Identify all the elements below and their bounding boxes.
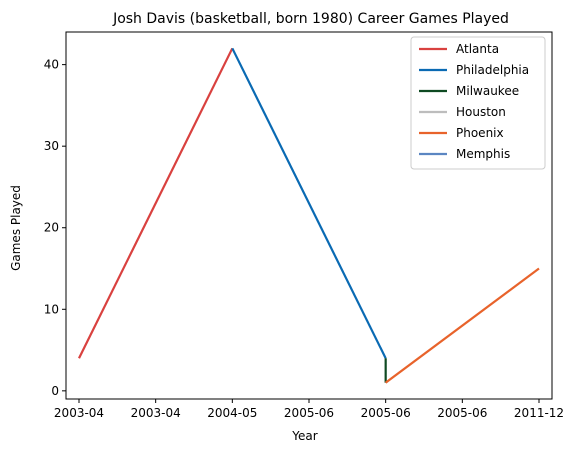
legend-label: Milwaukee bbox=[456, 84, 519, 98]
x-tick-label: 2005-06 bbox=[437, 406, 487, 420]
x-tick-label: 2003-04 bbox=[54, 406, 104, 420]
y-tick-label: 30 bbox=[44, 139, 59, 153]
x-tick-label: 2005-06 bbox=[284, 406, 334, 420]
x-axis-label: Year bbox=[291, 429, 317, 443]
y-tick-label: 40 bbox=[44, 58, 59, 72]
x-tick-label: 2004-05 bbox=[207, 406, 257, 420]
y-tick-label: 20 bbox=[44, 221, 59, 235]
y-tick-label: 10 bbox=[44, 302, 59, 316]
legend-label: Atlanta bbox=[456, 42, 499, 56]
series-line-phoenix bbox=[386, 269, 539, 383]
x-tick-label: 2005-06 bbox=[361, 406, 411, 420]
chart-title: Josh Davis (basketball, born 1980) Caree… bbox=[112, 11, 509, 27]
legend-label: Memphis bbox=[456, 147, 510, 161]
x-tick-label: 2011-12 bbox=[514, 406, 564, 420]
legend-label: Phoenix bbox=[456, 126, 504, 140]
legend-label: Philadelphia bbox=[456, 63, 529, 77]
series-line-philadelphia bbox=[232, 48, 385, 358]
x-tick-label: 2003-04 bbox=[131, 406, 181, 420]
legend: Atlanta Philadelphia Milwaukee Houston Phoen… bbox=[411, 37, 545, 169]
series-line-atlanta bbox=[79, 48, 232, 358]
y-tick-label: 0 bbox=[51, 384, 59, 398]
legend-label: Houston bbox=[456, 105, 506, 119]
y-axis-label: Games Played bbox=[9, 185, 23, 271]
